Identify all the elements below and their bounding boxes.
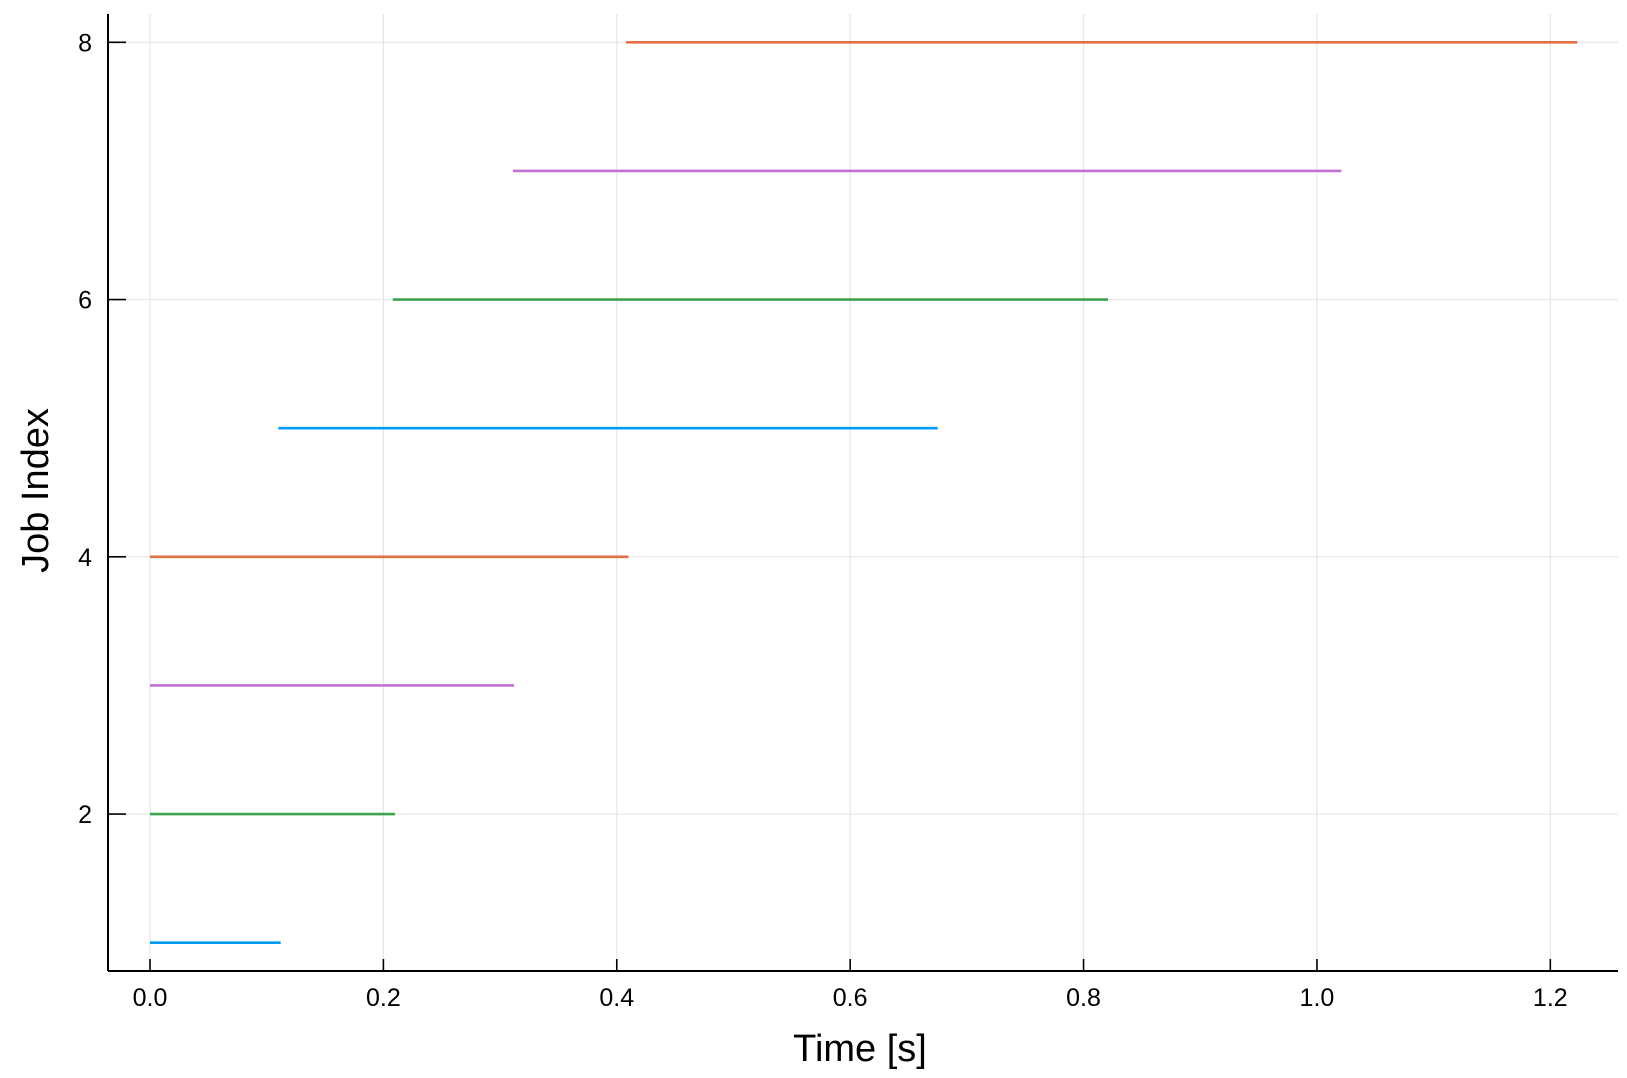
x-tick-label-4: 0.8 — [1066, 984, 1101, 1012]
x-axis-title: Time [s] — [793, 1028, 927, 1070]
x-tick-label-3: 0.6 — [833, 984, 868, 1012]
y-axis-title: Job Index — [15, 408, 57, 573]
y-tick-label-2: 6 — [78, 287, 92, 315]
x-tick-label-0: 0.0 — [133, 984, 168, 1012]
y-tick-label-1: 4 — [78, 544, 92, 572]
x-tick-label-6: 1.2 — [1533, 984, 1568, 1012]
x-tick-label-5: 1.0 — [1300, 984, 1335, 1012]
x-tick-label-1: 0.2 — [366, 984, 401, 1012]
y-tick-label-3: 8 — [78, 29, 92, 57]
x-tick-label-2: 0.4 — [599, 984, 634, 1012]
label-layer: Time [s] Job Index 0.0 0.2 0.4 0.6 0.8 1.0 1.2… — [15, 29, 1568, 1070]
series-layer — [150, 40, 1578, 945]
y-tick-label-0: 2 — [78, 801, 92, 829]
axis-layer — [107, 14, 1618, 972]
grid-layer — [108, 14, 1618, 971]
